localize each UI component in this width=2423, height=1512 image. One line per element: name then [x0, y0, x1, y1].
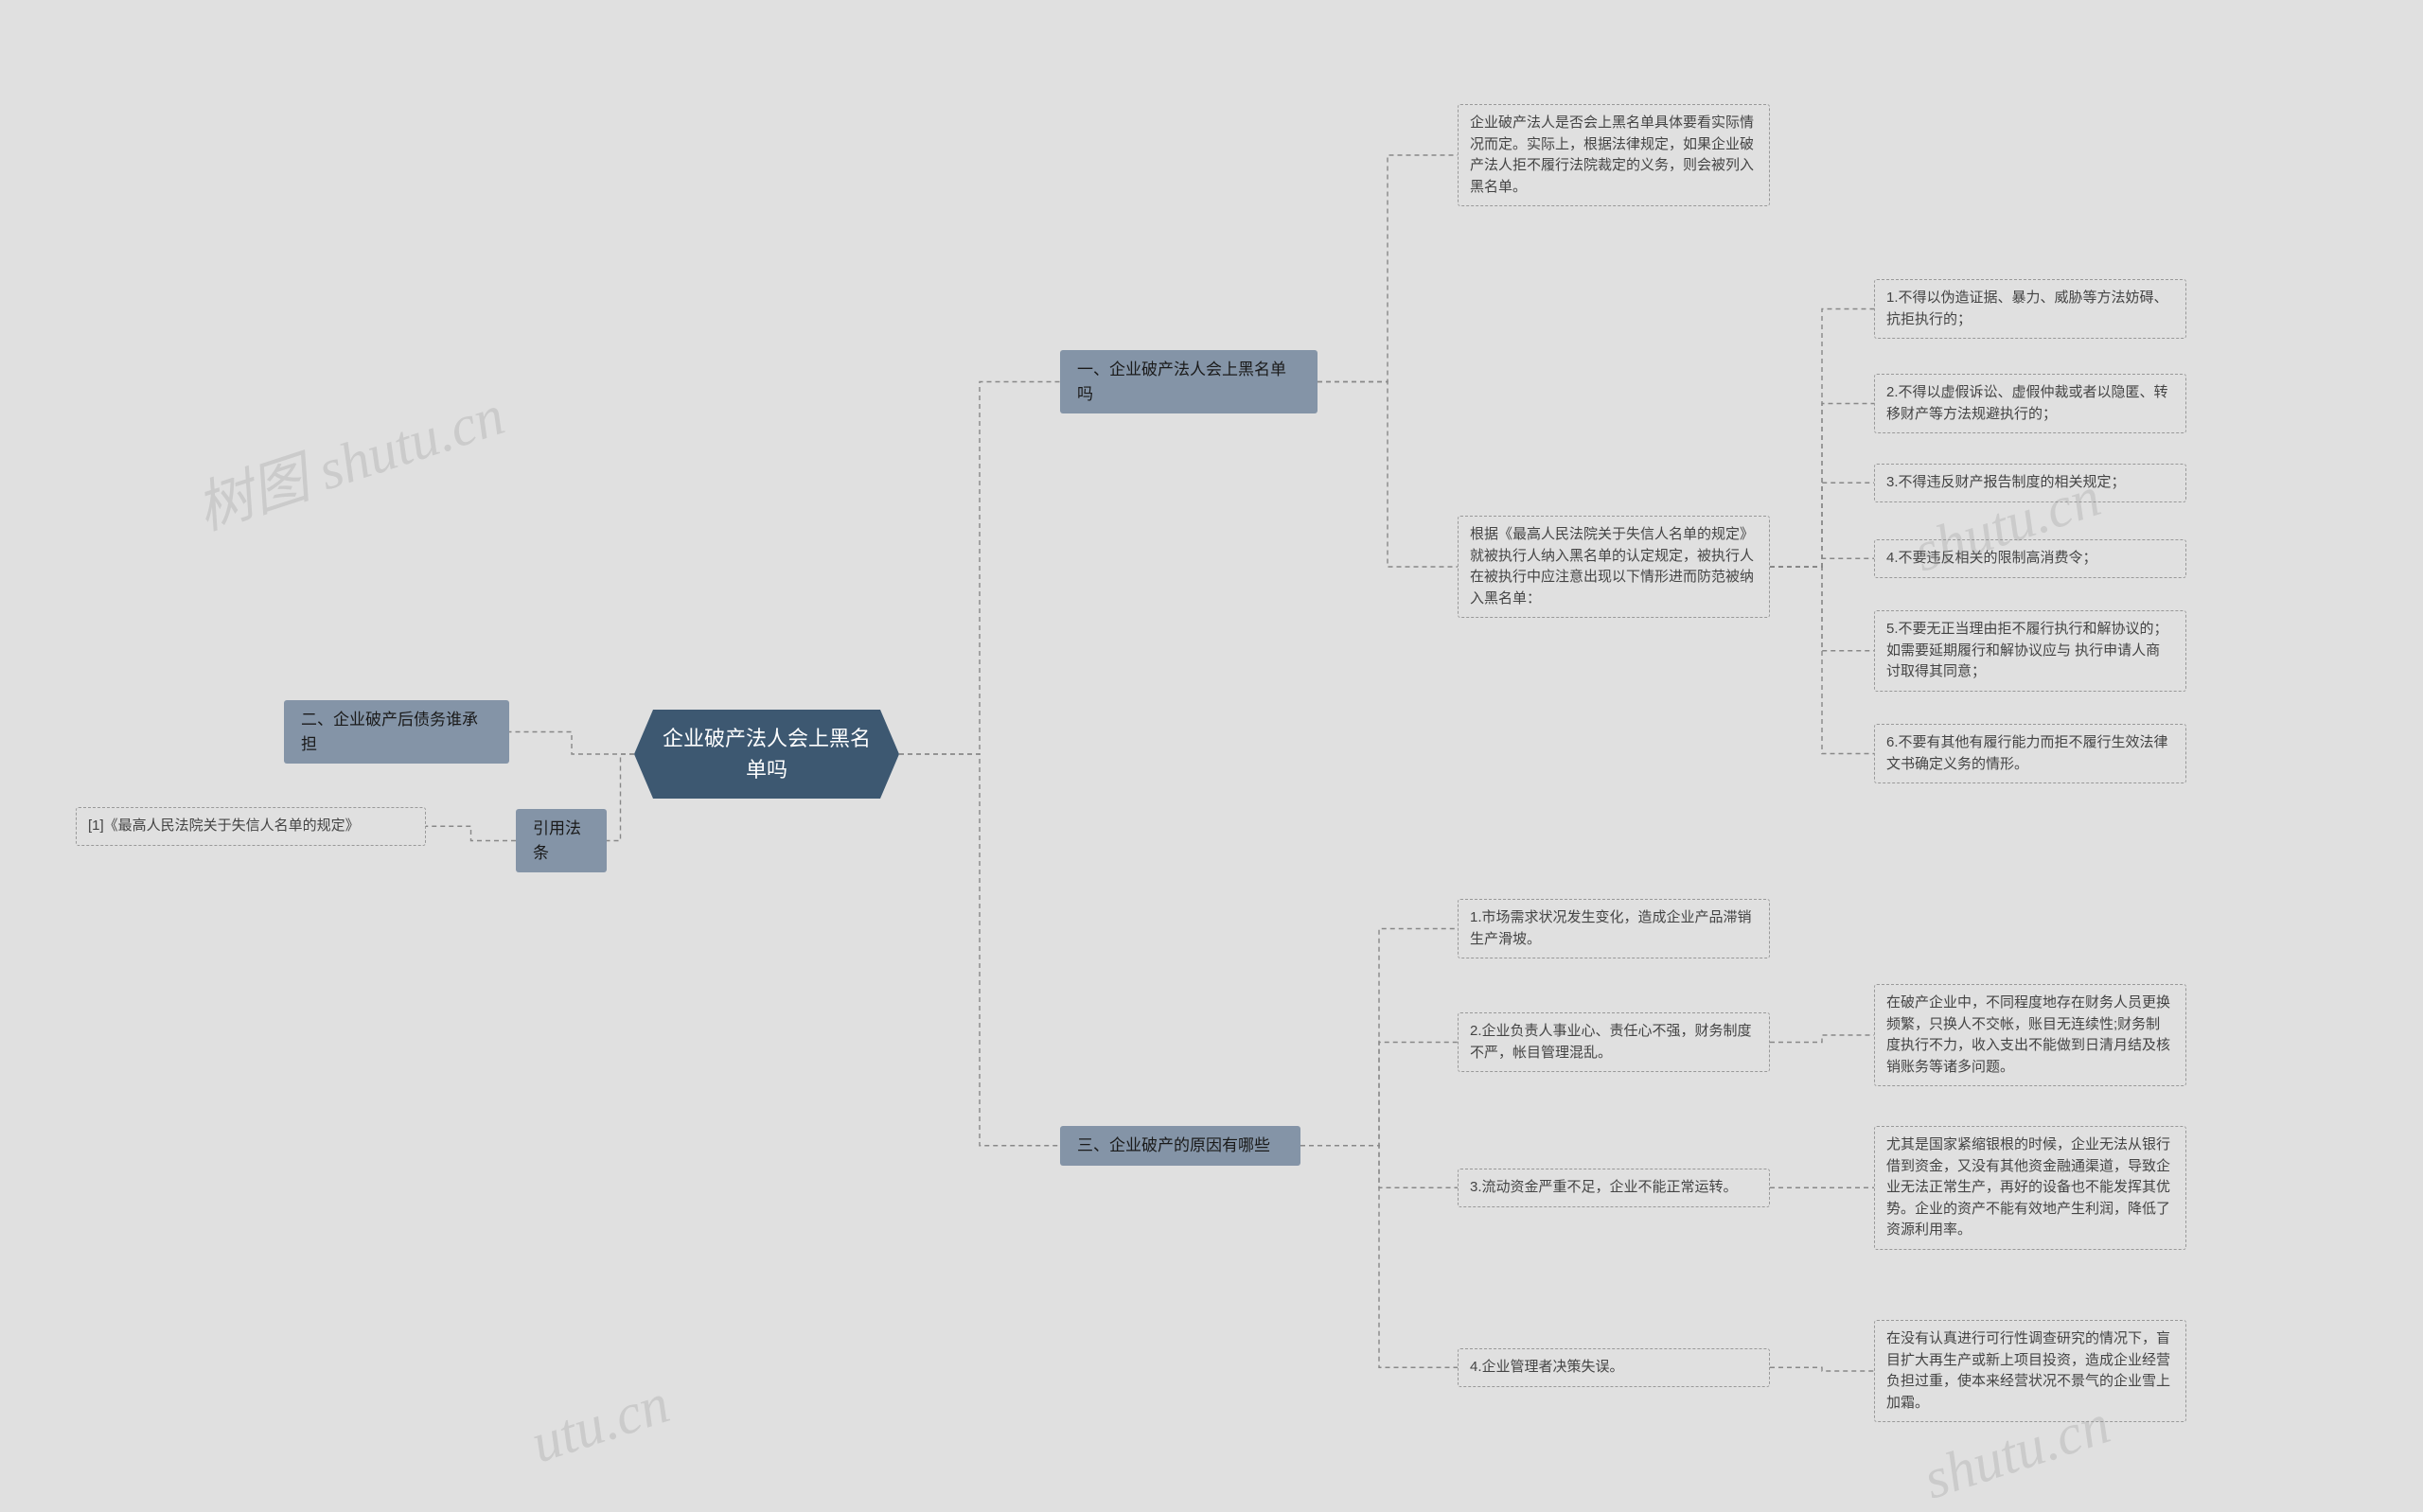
left-branch-1-leaf-0: [1]《最高人民法院关于失信人名单的规定》 — [76, 807, 426, 846]
left-branch-0-label: 二、企业破产后债务谁承担 — [301, 711, 478, 753]
right-branch-1-child-1-sub-0: 在破产企业中，不同程度地存在财务人员更换频繁，只换人不交帐，账目无连续性;财务制… — [1874, 984, 2186, 1086]
right-branch-1-child-1-label: 2.企业负责人事业心、责任心不强，财务制度不严，帐目管理混乱。 — [1470, 1023, 1752, 1061]
right-branch-1-child-1: 2.企业负责人事业心、责任心不强，财务制度不严，帐目管理混乱。 — [1458, 1012, 1770, 1072]
right-branch-0: 一、企业破产法人会上黑名单吗 — [1060, 350, 1318, 413]
left-branch-1: 引用法条 — [516, 809, 607, 872]
right-branch-0-child-1: 根据《最高人民法院关于失信人名单的规定》就被执行人纳入黑名单的认定规定，被执行人… — [1458, 516, 1770, 618]
right-branch-1-child-3-sub-0: 在没有认真进行可行性调查研究的情况下，盲目扩大再生产或新上项目投资，造成企业经营… — [1874, 1320, 2186, 1422]
right-branch-0-child-1-sub-3-label: 4.不要违反相关的限制高消费令； — [1886, 550, 2097, 566]
right-branch-0-child-1-sub-5: 6.不要有其他有履行能力而拒不履行生效法律文书确定义务的情形。 — [1874, 724, 2186, 783]
right-branch-1-child-3-label: 4.企业管理者决策失误。 — [1470, 1359, 1624, 1375]
right-branch-0-label: 一、企业破产法人会上黑名单吗 — [1077, 360, 1286, 403]
right-branch-0-child-0-label: 企业破产法人是否会上黑名单具体要看实际情况而定。实际上，根据法律规定，如果企业破… — [1470, 114, 1754, 195]
right-branch-0-child-1-sub-5-label: 6.不要有其他有履行能力而拒不履行生效法律文书确定义务的情形。 — [1886, 734, 2168, 772]
left-branch-1-leaf-0-label: [1]《最高人民法院关于失信人名单的规定》 — [88, 818, 360, 834]
right-branch-1-child-3: 4.企业管理者决策失误。 — [1458, 1348, 1770, 1387]
root-node: 企业破产法人会上黑名单吗 — [634, 710, 899, 799]
right-branch-1-child-0-label: 1.市场需求状况发生变化，造成企业产品滞销 生产滑坡。 — [1470, 909, 1752, 947]
right-branch-0-child-1-sub-1: 2.不得以虚假诉讼、虚假仲裁或者以隐匿、转移财产等方法规避执行的； — [1874, 374, 2186, 433]
right-branch-0-child-1-sub-0-label: 1.不得以伪造证据、暴力、威胁等方法妨碍、抗拒执行的； — [1886, 290, 2168, 327]
right-branch-0-child-1-sub-0: 1.不得以伪造证据、暴力、威胁等方法妨碍、抗拒执行的； — [1874, 279, 2186, 339]
right-branch-0-child-1-sub-4: 5.不要无正当理由拒不履行执行和解协议的；如需要延期履行和解协议应与 执行申请人… — [1874, 610, 2186, 692]
watermark-2: utu.cn — [523, 1371, 677, 1476]
right-branch-1-child-2-sub-0: 尤其是国家紧缩银根的时候，企业无法从银行借到资金，又没有其他资金融通渠道，导致企… — [1874, 1126, 2186, 1250]
right-branch-0-child-1-sub-3: 4.不要违反相关的限制高消费令； — [1874, 539, 2186, 578]
left-branch-0: 二、企业破产后债务谁承担 — [284, 700, 509, 764]
right-branch-0-child-1-sub-4-label: 5.不要无正当理由拒不履行执行和解协议的；如需要延期履行和解协议应与 执行申请人… — [1886, 621, 2168, 679]
right-branch-1-child-2: 3.流动资金严重不足，企业不能正常运转。 — [1458, 1169, 1770, 1207]
right-branch-1-child-2-label: 3.流动资金严重不足，企业不能正常运转。 — [1470, 1179, 1738, 1195]
right-branch-1-label: 三、企业破产的原因有哪些 — [1077, 1136, 1270, 1154]
right-branch-1: 三、企业破产的原因有哪些 — [1060, 1126, 1300, 1166]
right-branch-0-child-1-sub-1-label: 2.不得以虚假诉讼、虚假仲裁或者以隐匿、转移财产等方法规避执行的； — [1886, 384, 2168, 422]
right-branch-1-child-0: 1.市场需求状况发生变化，造成企业产品滞销 生产滑坡。 — [1458, 899, 1770, 958]
left-branch-1-label: 引用法条 — [533, 819, 581, 862]
right-branch-0-child-1-sub-2: 3.不得违反财产报告制度的相关规定； — [1874, 464, 2186, 502]
right-branch-0-child-0: 企业破产法人是否会上黑名单具体要看实际情况而定。实际上，根据法律规定，如果企业破… — [1458, 104, 1770, 206]
right-branch-1-child-2-sub-0-label: 尤其是国家紧缩银根的时候，企业无法从银行借到资金，又没有其他资金融通渠道，导致企… — [1886, 1136, 2170, 1238]
root-node-label: 企业破产法人会上黑名单吗 — [663, 727, 871, 782]
right-branch-1-child-3-sub-0-label: 在没有认真进行可行性调查研究的情况下，盲目扩大再生产或新上项目投资，造成企业经营… — [1886, 1330, 2170, 1411]
watermark-0: 树图 shutu.cn — [185, 369, 513, 546]
right-branch-1-child-1-sub-0-label: 在破产企业中，不同程度地存在财务人员更换频繁，只换人不交帐，账目无连续性;财务制… — [1886, 994, 2170, 1075]
right-branch-0-child-1-sub-2-label: 3.不得违反财产报告制度的相关规定； — [1886, 474, 2126, 490]
right-branch-0-child-1-label: 根据《最高人民法院关于失信人名单的规定》就被执行人纳入黑名单的认定规定，被执行人… — [1470, 526, 1754, 607]
